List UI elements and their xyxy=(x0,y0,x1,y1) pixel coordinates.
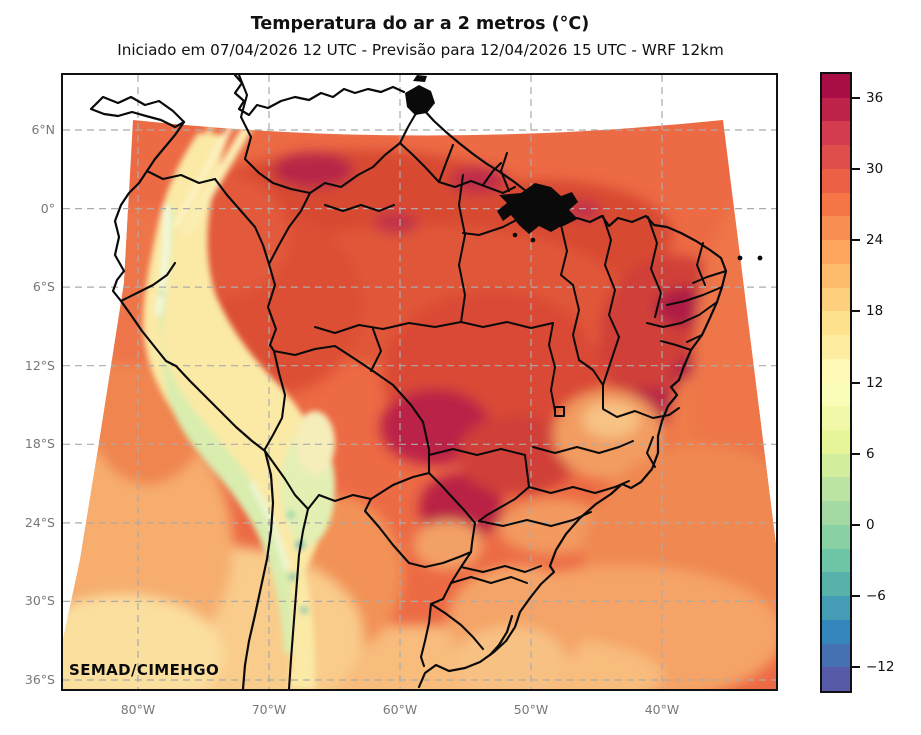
y-axis-label: 24°S xyxy=(24,514,55,530)
x-axis-label: 60°W xyxy=(382,702,418,717)
andes-band xyxy=(143,120,335,689)
amazon-delta-blob xyxy=(405,75,763,261)
page-subtitle: Iniciado em 07/04/2026 12 UTC - Previsão… xyxy=(117,41,724,59)
colorbar-tick-label: 24 xyxy=(866,232,884,249)
colorbar-tick xyxy=(852,595,860,598)
y-axis-label: 18°S xyxy=(24,436,55,452)
colorbar-tick xyxy=(852,381,860,384)
x-axis-label: 70°W xyxy=(251,702,287,717)
colorbar-tick xyxy=(852,523,860,526)
colorbar-band xyxy=(822,145,850,170)
colorbar-tick-label: 6 xyxy=(866,445,875,462)
colorbar-tick-label: −12 xyxy=(866,659,895,676)
colorbar-band xyxy=(822,311,850,336)
colorbar-tick xyxy=(852,666,860,669)
colorbar-band xyxy=(822,548,850,573)
colorbar-band xyxy=(822,216,850,241)
island-dot xyxy=(737,255,743,261)
colorbar-tick-label: 18 xyxy=(866,303,884,320)
colorbar-tick xyxy=(852,310,860,313)
colorbar-tick xyxy=(852,167,860,170)
y-axis-label: 0° xyxy=(40,200,55,216)
y-axis-label: 36°S xyxy=(24,671,55,687)
distrito-federal-square xyxy=(554,406,565,417)
orinoco-delta-blob xyxy=(405,85,435,115)
colorbar-band xyxy=(822,501,850,526)
lagoa-dos-patos xyxy=(488,614,514,657)
guianas-coast xyxy=(421,107,528,193)
y-axis-label: 30°S xyxy=(24,593,55,609)
colorbar-tick xyxy=(852,239,860,242)
caribbean-coast xyxy=(233,75,406,117)
colorbar-tick-label: 12 xyxy=(866,374,884,391)
colorbar-tick-label: 36 xyxy=(866,89,884,106)
temperature-field xyxy=(63,120,776,689)
colorbar-tick xyxy=(852,96,860,99)
colorbar-band xyxy=(822,263,850,289)
state-borders xyxy=(314,152,727,584)
y-axis-label: 6°S xyxy=(32,279,55,295)
colorbar-band xyxy=(822,643,850,668)
y-axis-label: 6°N xyxy=(31,122,55,137)
colorbar-band xyxy=(822,192,850,217)
x-axis-label: 80°W xyxy=(120,702,156,717)
trinidad-island xyxy=(413,75,427,82)
credit-label: SEMAD/CIMEHGO xyxy=(69,661,220,679)
colorbar-band xyxy=(822,453,850,478)
pacific-coast xyxy=(111,120,275,689)
map-plot xyxy=(61,73,778,691)
colorbar-band xyxy=(822,335,850,360)
colorbar-band xyxy=(822,168,850,194)
colorbar-band xyxy=(822,596,850,621)
colorbar-band xyxy=(822,240,850,265)
colorbar-band xyxy=(822,74,850,99)
colorbar-band xyxy=(822,429,850,455)
colorbar-tick xyxy=(852,452,860,455)
colorbar-band xyxy=(822,524,850,550)
colorbar-band xyxy=(822,406,850,431)
map-svg xyxy=(63,75,776,689)
colorbar-band xyxy=(822,572,850,597)
colorbar-band xyxy=(822,477,850,502)
x-axis-label: 50°W xyxy=(513,702,549,717)
country-borders xyxy=(119,75,517,689)
colorbar-tick-label: 0 xyxy=(866,516,875,533)
colorbar-band xyxy=(822,97,850,122)
colorbar-band xyxy=(822,121,850,146)
colorbar: 36 30 24 18 12 6 0 −6 −12 xyxy=(820,72,895,693)
colorbar-band xyxy=(822,382,850,407)
coastline xyxy=(89,75,728,689)
colorbar-band xyxy=(822,619,850,645)
x-axis-label: 40°W xyxy=(644,702,680,717)
colorbar-body xyxy=(820,72,852,693)
y-axis-label: 12°S xyxy=(24,357,55,373)
colorbar-tick-label: −6 xyxy=(866,588,886,605)
colorbar-tick-label: 30 xyxy=(866,160,884,177)
colorbar-band xyxy=(822,287,850,312)
colorbar-band xyxy=(822,358,850,383)
brazil-east-coast xyxy=(417,214,728,689)
colorbar-band xyxy=(822,667,850,691)
page-title: Temperatura do ar a 2 metros (°C) xyxy=(250,14,590,34)
island-dot xyxy=(757,255,763,261)
